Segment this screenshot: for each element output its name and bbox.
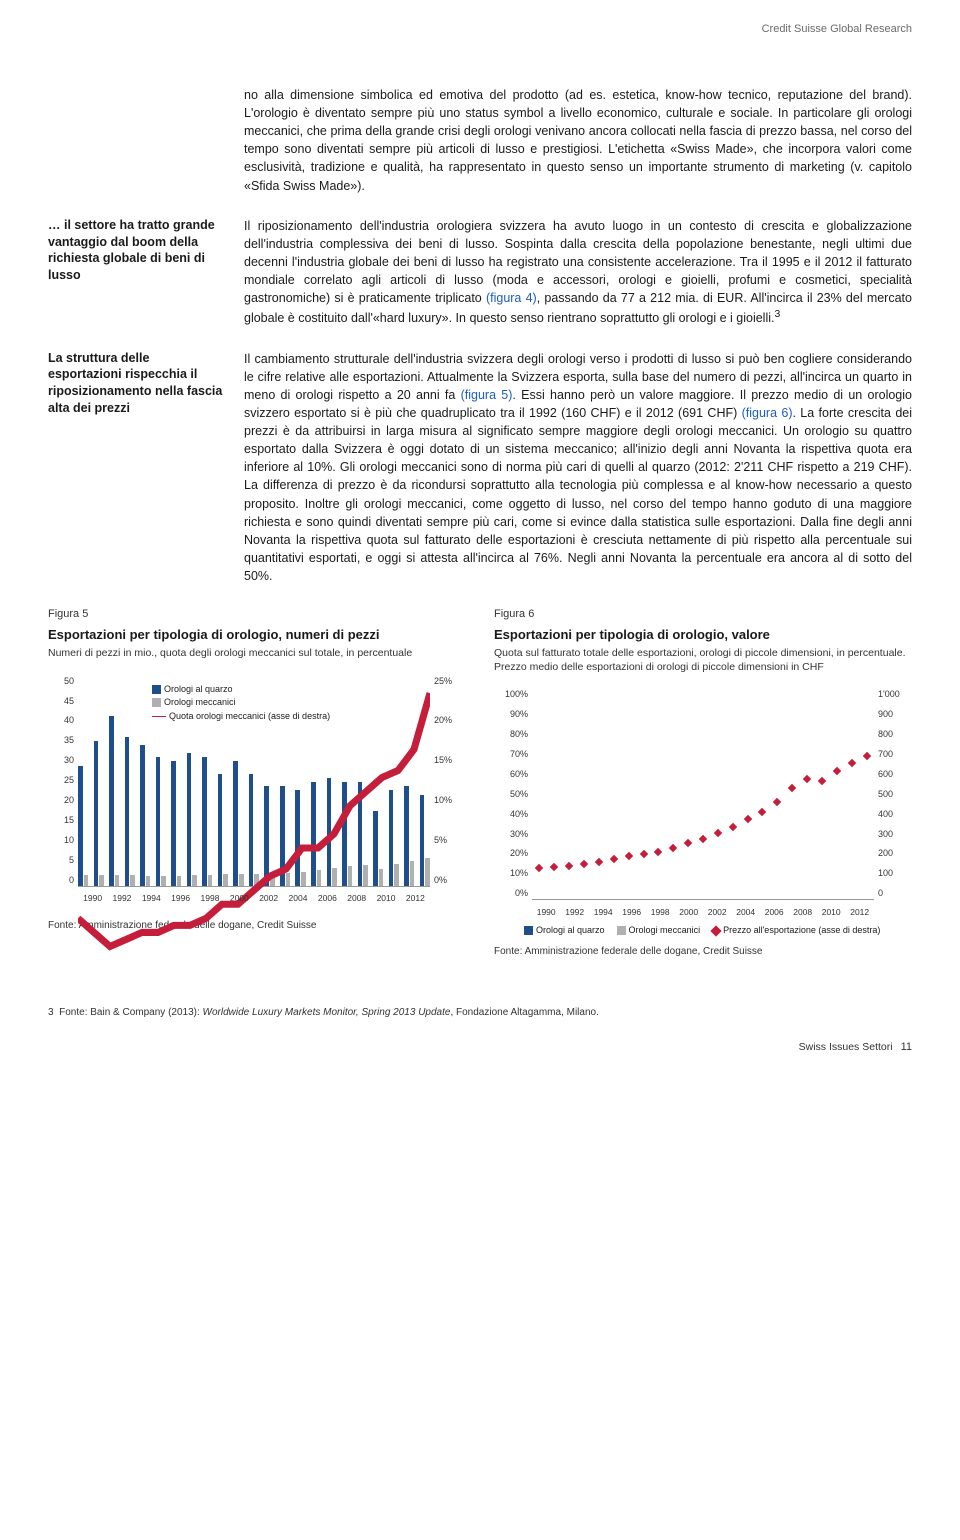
chart-5-xaxis: 1990199219941996199820002002200420062008… bbox=[78, 892, 430, 904]
header-brand: Credit Suisse Global Research bbox=[48, 22, 912, 38]
chart-5-yaxis-left: 50454035302520151050 bbox=[48, 675, 74, 887]
para-2: Il cambiamento strutturale dell'industri… bbox=[244, 350, 912, 586]
chart-6: Figura 6 Esportazioni per tipologia di o… bbox=[494, 607, 912, 960]
price-point bbox=[743, 814, 751, 822]
price-point bbox=[654, 847, 662, 855]
chart-6-plot bbox=[532, 692, 874, 900]
price-point bbox=[818, 777, 826, 785]
chart-6-subtitle: Quota sul fatturato totale delle esporta… bbox=[494, 647, 912, 674]
price-point bbox=[833, 767, 841, 775]
price-point bbox=[580, 860, 588, 868]
chart-5-label: Figura 5 bbox=[48, 607, 466, 623]
price-point bbox=[773, 798, 781, 806]
chart-5-title: Esportazioni per tipologia di orologio, … bbox=[48, 626, 466, 645]
intro-paragraph: no alla dimensione simbolica ed emotiva … bbox=[244, 86, 912, 195]
chart-6-xaxis: 1990199219941996199820002002200420062008… bbox=[532, 906, 874, 918]
price-point bbox=[535, 864, 543, 872]
chart-5-legend: Orologi al quarzoOrologi meccaniciQuota … bbox=[152, 683, 330, 724]
footer-page: 11 bbox=[901, 1040, 912, 1056]
price-point bbox=[639, 850, 647, 858]
chart-5-yaxis-right: 25%20%15%10%5%0% bbox=[434, 675, 466, 887]
fn-num: 3 bbox=[48, 1007, 54, 1018]
price-point bbox=[803, 775, 811, 783]
side-note-2: La struttura delle esportazioni rispecch… bbox=[48, 350, 226, 586]
price-point bbox=[669, 843, 677, 851]
chart-6-yaxis-right: 1'0009008007006005004003002001000 bbox=[878, 688, 912, 900]
price-point bbox=[624, 852, 632, 860]
price-point bbox=[788, 783, 796, 791]
price-point bbox=[758, 808, 766, 816]
fn-text-b: , Fondazione Altagamma, Milano. bbox=[450, 1007, 598, 1018]
price-point bbox=[595, 858, 603, 866]
chart-5-line bbox=[78, 679, 430, 1031]
price-point bbox=[729, 823, 737, 831]
side-note-1: … il settore ha tratto grande vantaggio … bbox=[48, 217, 226, 328]
chart-6-yaxis-left: 100%90%80%70%60%50%40%30%20%10%0% bbox=[494, 688, 528, 900]
chart-6-source: Fonte: Amministrazione federale delle do… bbox=[494, 945, 912, 960]
price-point bbox=[699, 835, 707, 843]
chart-5: Figura 5 Esportazioni per tipologia di o… bbox=[48, 607, 466, 960]
price-point bbox=[714, 829, 722, 837]
price-point bbox=[610, 855, 618, 863]
footer-series: Swiss Issues Settori bbox=[799, 1040, 893, 1055]
para-2c: . La forte crescita dei prezzi è da attr… bbox=[244, 406, 912, 583]
chart-5-subtitle: Numeri di pezzi in mio., quota degli oro… bbox=[48, 647, 466, 661]
fig-ref-4: (figura 4) bbox=[486, 291, 537, 305]
chart-6-legend: Orologi al quarzoOrologi meccaniciPrezzo… bbox=[524, 924, 912, 937]
chart-5-plot: Orologi al quarzoOrologi meccaniciQuota … bbox=[78, 679, 430, 887]
price-point bbox=[684, 839, 692, 847]
fig-ref-6: (figura 6) bbox=[742, 406, 793, 420]
para-1: Il riposizionamento dell'industria orolo… bbox=[244, 217, 912, 328]
price-point bbox=[862, 752, 870, 760]
chart-6-label: Figura 6 bbox=[494, 607, 912, 623]
price-point bbox=[847, 758, 855, 766]
price-point bbox=[565, 862, 573, 870]
footnote-ref: 3 bbox=[774, 309, 780, 320]
chart-6-title: Esportazioni per tipologia di orologio, … bbox=[494, 626, 912, 645]
fig-ref-5: (figura 5) bbox=[461, 388, 513, 402]
price-point bbox=[550, 863, 558, 871]
